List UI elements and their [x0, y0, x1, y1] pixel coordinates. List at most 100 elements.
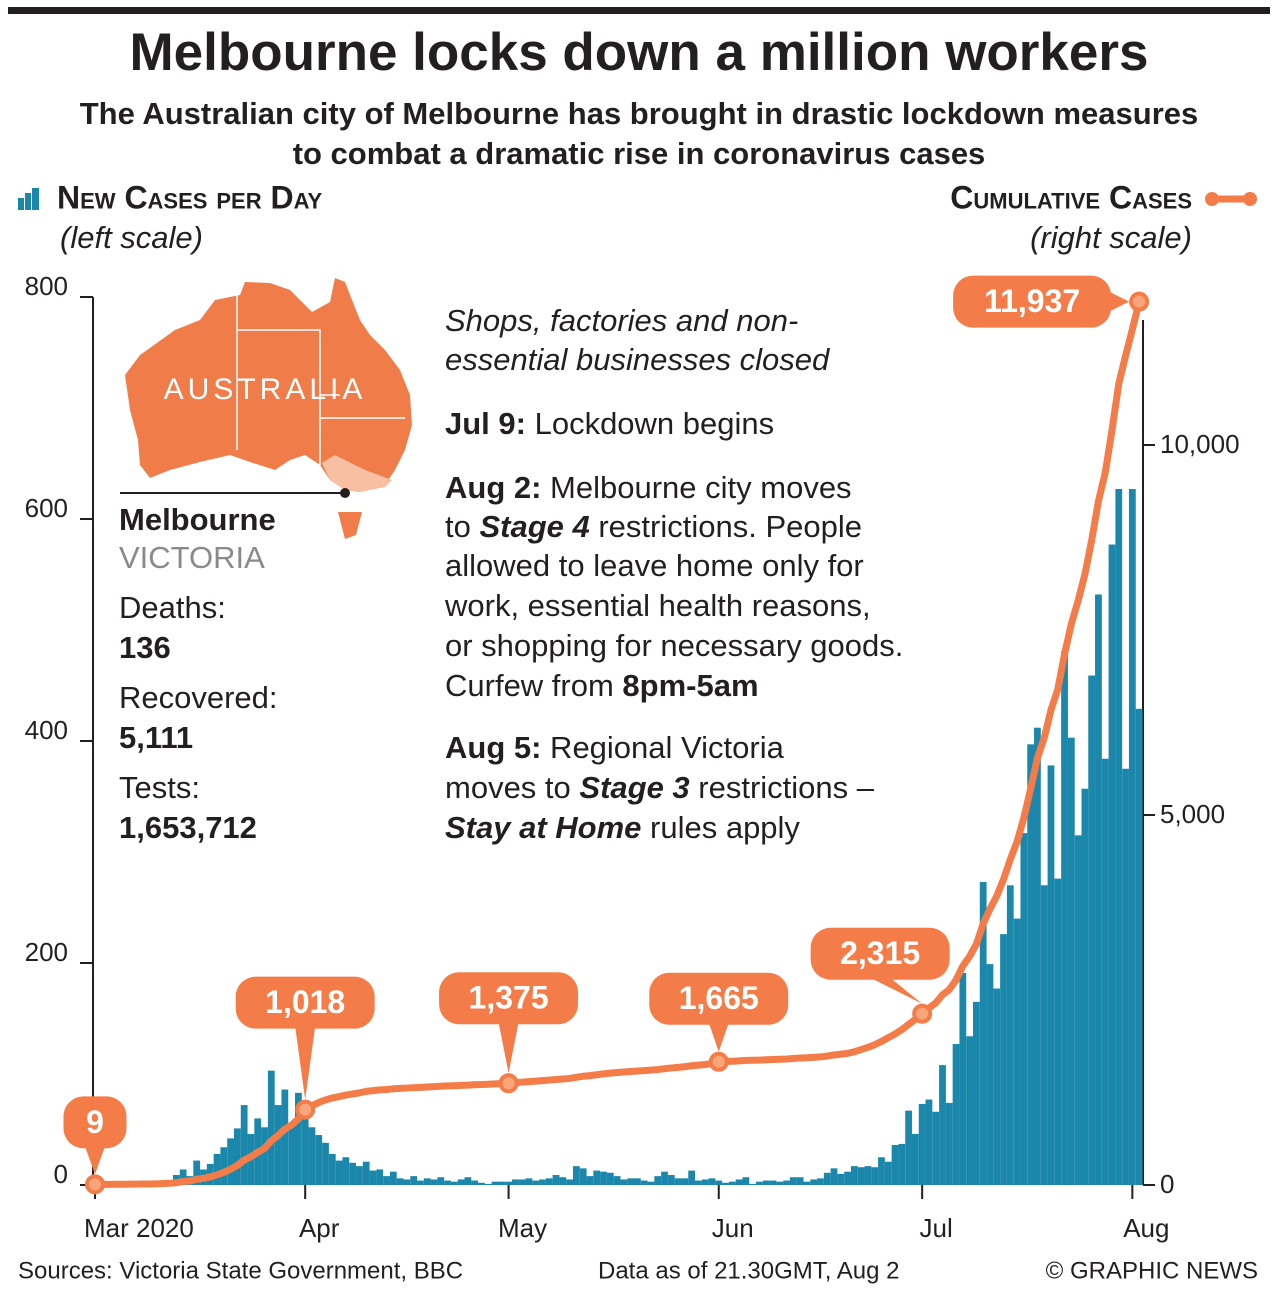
- bar: [423, 1178, 431, 1185]
- y-tick-label: 800: [25, 271, 68, 301]
- bar: [857, 1167, 865, 1185]
- x-tick-label: May: [498, 1213, 547, 1243]
- bar: [233, 1128, 241, 1185]
- credit: © GRAPHIC NEWS: [1046, 1257, 1258, 1284]
- bar: [559, 1177, 567, 1185]
- annotation-text: to: [445, 509, 479, 544]
- callout: 11,937: [953, 275, 1130, 328]
- bar: [437, 1177, 445, 1185]
- x-tick-label: Apr: [299, 1213, 340, 1243]
- y-tick-label: 200: [25, 937, 68, 967]
- callout: 1,018: [235, 976, 375, 1100]
- bar: [959, 972, 967, 1185]
- annotation-text: Stage 4: [479, 509, 589, 544]
- bar: [342, 1157, 350, 1185]
- annotation-text: moves to: [445, 770, 579, 805]
- y-tick-label: 400: [25, 715, 68, 745]
- bar: [491, 1181, 499, 1185]
- legend-swatch: [18, 198, 24, 210]
- annotation-text: Stage 3: [579, 770, 689, 805]
- bar: [511, 1179, 519, 1185]
- bar: [823, 1172, 831, 1185]
- bar: [1101, 758, 1109, 1185]
- bar: [328, 1153, 336, 1185]
- callout-pointer: [295, 1026, 316, 1100]
- bar: [362, 1161, 370, 1185]
- bar: [1128, 489, 1136, 1185]
- bar: [356, 1166, 363, 1185]
- bar: [579, 1168, 587, 1185]
- callout-box: [235, 976, 375, 1029]
- x-tick-label: Jun: [712, 1213, 754, 1243]
- data-label: 1,018: [265, 984, 345, 1020]
- annotation-text: Stay at Home: [445, 810, 641, 845]
- bar: [586, 1176, 594, 1185]
- annotation-text: Regional Victoria: [541, 730, 784, 765]
- bar: [715, 1180, 723, 1185]
- bar: [484, 1183, 492, 1185]
- bar: [925, 1099, 933, 1185]
- bar: [274, 1105, 282, 1185]
- bar: [939, 1065, 946, 1185]
- bar: [1034, 727, 1041, 1185]
- bar: [403, 1179, 411, 1185]
- annotation-text: essential businesses closed: [445, 342, 831, 377]
- bar: [749, 1183, 757, 1185]
- bar: [539, 1179, 546, 1185]
- region-name: VICTORIA: [119, 540, 265, 575]
- callout: 1,665: [649, 972, 789, 1052]
- bar: [532, 1180, 540, 1185]
- bar: [722, 1182, 729, 1185]
- bar: [756, 1181, 763, 1185]
- bar: [1095, 594, 1102, 1185]
- callout-pointer: [498, 1022, 519, 1074]
- stat-label: Deaths:: [119, 590, 226, 625]
- bar: [389, 1171, 397, 1185]
- bar: [640, 1180, 648, 1185]
- bar: [281, 1089, 289, 1185]
- bar: [911, 1133, 919, 1185]
- bar: [891, 1145, 899, 1185]
- bar: [905, 1110, 912, 1185]
- bar: [932, 1111, 940, 1185]
- stat-label: Recovered:: [119, 680, 278, 715]
- bar: [654, 1176, 662, 1185]
- point: [85, 1174, 105, 1195]
- bar: [966, 1036, 974, 1185]
- bar: [444, 1180, 451, 1185]
- legend-label: Cumulative Cases: [950, 179, 1192, 215]
- y-tick-label: 600: [25, 493, 68, 523]
- bar: [295, 1092, 302, 1185]
- bar: [620, 1179, 628, 1185]
- point: [708, 1051, 729, 1072]
- legend-note: (right scale): [1030, 220, 1192, 255]
- bar: [762, 1180, 770, 1185]
- bar: [627, 1178, 635, 1185]
- bar: [301, 1118, 309, 1185]
- bar: [844, 1171, 851, 1185]
- bar: [383, 1176, 390, 1185]
- stat-value: 5,111: [119, 720, 193, 755]
- bar: [600, 1171, 607, 1185]
- bar: [952, 1044, 960, 1185]
- y-tick-label: 0: [54, 1159, 68, 1189]
- bar: [376, 1169, 384, 1185]
- callout: 9: [63, 1096, 127, 1175]
- bar: [315, 1135, 323, 1185]
- place-name: Melbourne: [119, 502, 276, 537]
- bar: [261, 1127, 268, 1185]
- bar: [417, 1180, 424, 1185]
- callout-pointer: [1109, 291, 1130, 312]
- bar: [349, 1162, 357, 1185]
- legend-label: New Cases per Day: [57, 179, 322, 215]
- bar: [817, 1178, 824, 1185]
- annotation-line: Aug 5: Regional Victoria: [445, 730, 785, 765]
- y2-tick-label: 10,000: [1160, 429, 1240, 459]
- bar: [776, 1181, 784, 1185]
- bar: [308, 1127, 316, 1185]
- bar: [213, 1153, 221, 1185]
- point: [295, 1099, 316, 1120]
- stat-value: 1,653,712: [119, 810, 257, 845]
- title: Melbourne locks down a million workers: [129, 23, 1149, 82]
- bar: [667, 1175, 675, 1185]
